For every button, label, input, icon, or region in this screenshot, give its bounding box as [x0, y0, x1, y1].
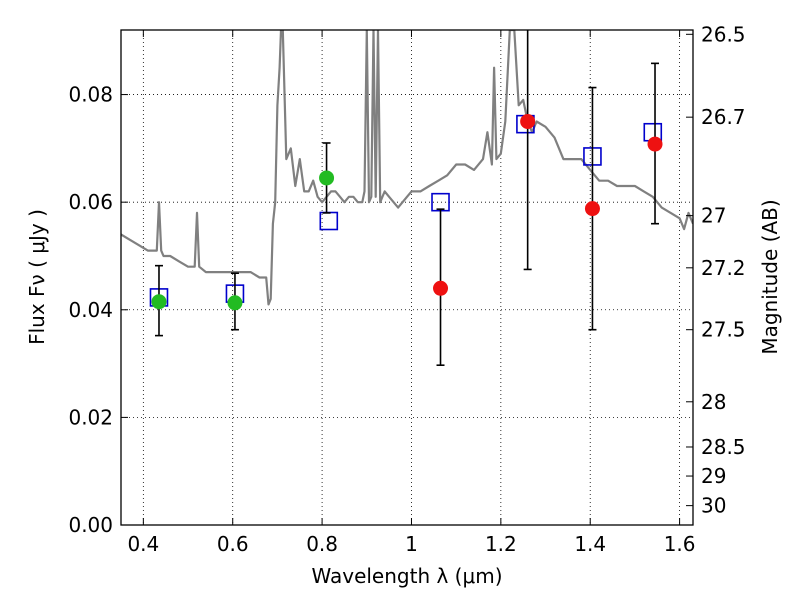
y-tick-label: 0.08: [68, 83, 113, 107]
x-tick-label: 0.6: [217, 532, 249, 556]
data-point: [647, 136, 663, 152]
mag-tick-label: 28: [701, 390, 726, 414]
mag-tick-label: 26.5: [701, 22, 746, 46]
axes: 0.4 0.6 0.8 1 1.2 1.4 1.6 0.00 0.02 0.04 0.06 0.08 2…: [68, 22, 745, 556]
y-tick-label: 0.02: [68, 405, 113, 429]
data-point: [319, 170, 335, 186]
y-tick-label: 0.00: [68, 513, 113, 537]
y-tick-label: 0.06: [68, 190, 113, 214]
x-tick-label: 1.2: [485, 532, 517, 556]
x-tick-label: 0.8: [306, 532, 338, 556]
mag-tick-label: 27.2: [701, 256, 746, 280]
x-tick-label: 0.4: [127, 532, 159, 556]
mag-tick-label: 28.5: [701, 435, 746, 459]
data-point: [227, 295, 243, 311]
x-tick-label: 1.6: [664, 532, 696, 556]
y-axis-title: Flux Fν ( μJy ): [25, 209, 49, 345]
plot-frame: [120, 29, 694, 526]
x-tick-label: 1: [405, 532, 418, 556]
mag-tick-label: 27: [701, 204, 726, 228]
y-axis-right-title: Magnitude (AB): [758, 199, 782, 354]
spectrum-line: [121, 30, 693, 306]
data-point: [433, 280, 449, 296]
mag-tick-label: 26.7: [701, 105, 746, 129]
data-point: [584, 201, 600, 217]
x-axis-title: Wavelength λ (μm): [311, 564, 502, 588]
y-tick-label: 0.04: [68, 298, 113, 322]
mag-tick-label: 29: [701, 464, 726, 488]
data-point: [151, 294, 167, 310]
x-tick-label: 1.4: [574, 532, 606, 556]
data-point: [520, 113, 536, 129]
plot-area: [121, 30, 693, 367]
mag-tick-label: 30: [701, 494, 726, 518]
mag-tick-label: 27.5: [701, 318, 746, 342]
